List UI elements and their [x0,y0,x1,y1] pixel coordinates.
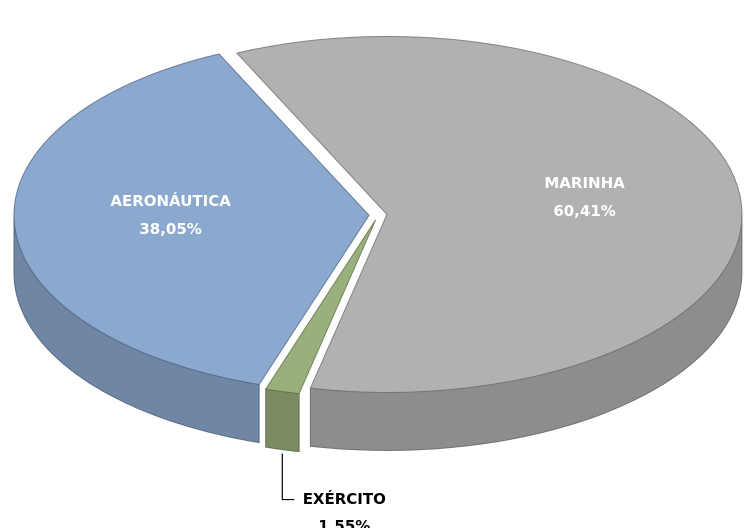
slice [235,35,743,393]
slice-label: AERONÁUTICA [110,191,231,210]
slice-value-label: 1,55% [318,517,370,528]
slice [13,53,370,386]
slice-value-label: 60,41% [553,202,615,220]
slice-label: MARINHA [544,174,625,192]
slice-side [265,388,300,453]
slice-label: EXÉRCITO [303,489,386,508]
slice [264,219,377,395]
leader-line [281,453,295,501]
slice-value-label: 38,05% [139,220,201,238]
